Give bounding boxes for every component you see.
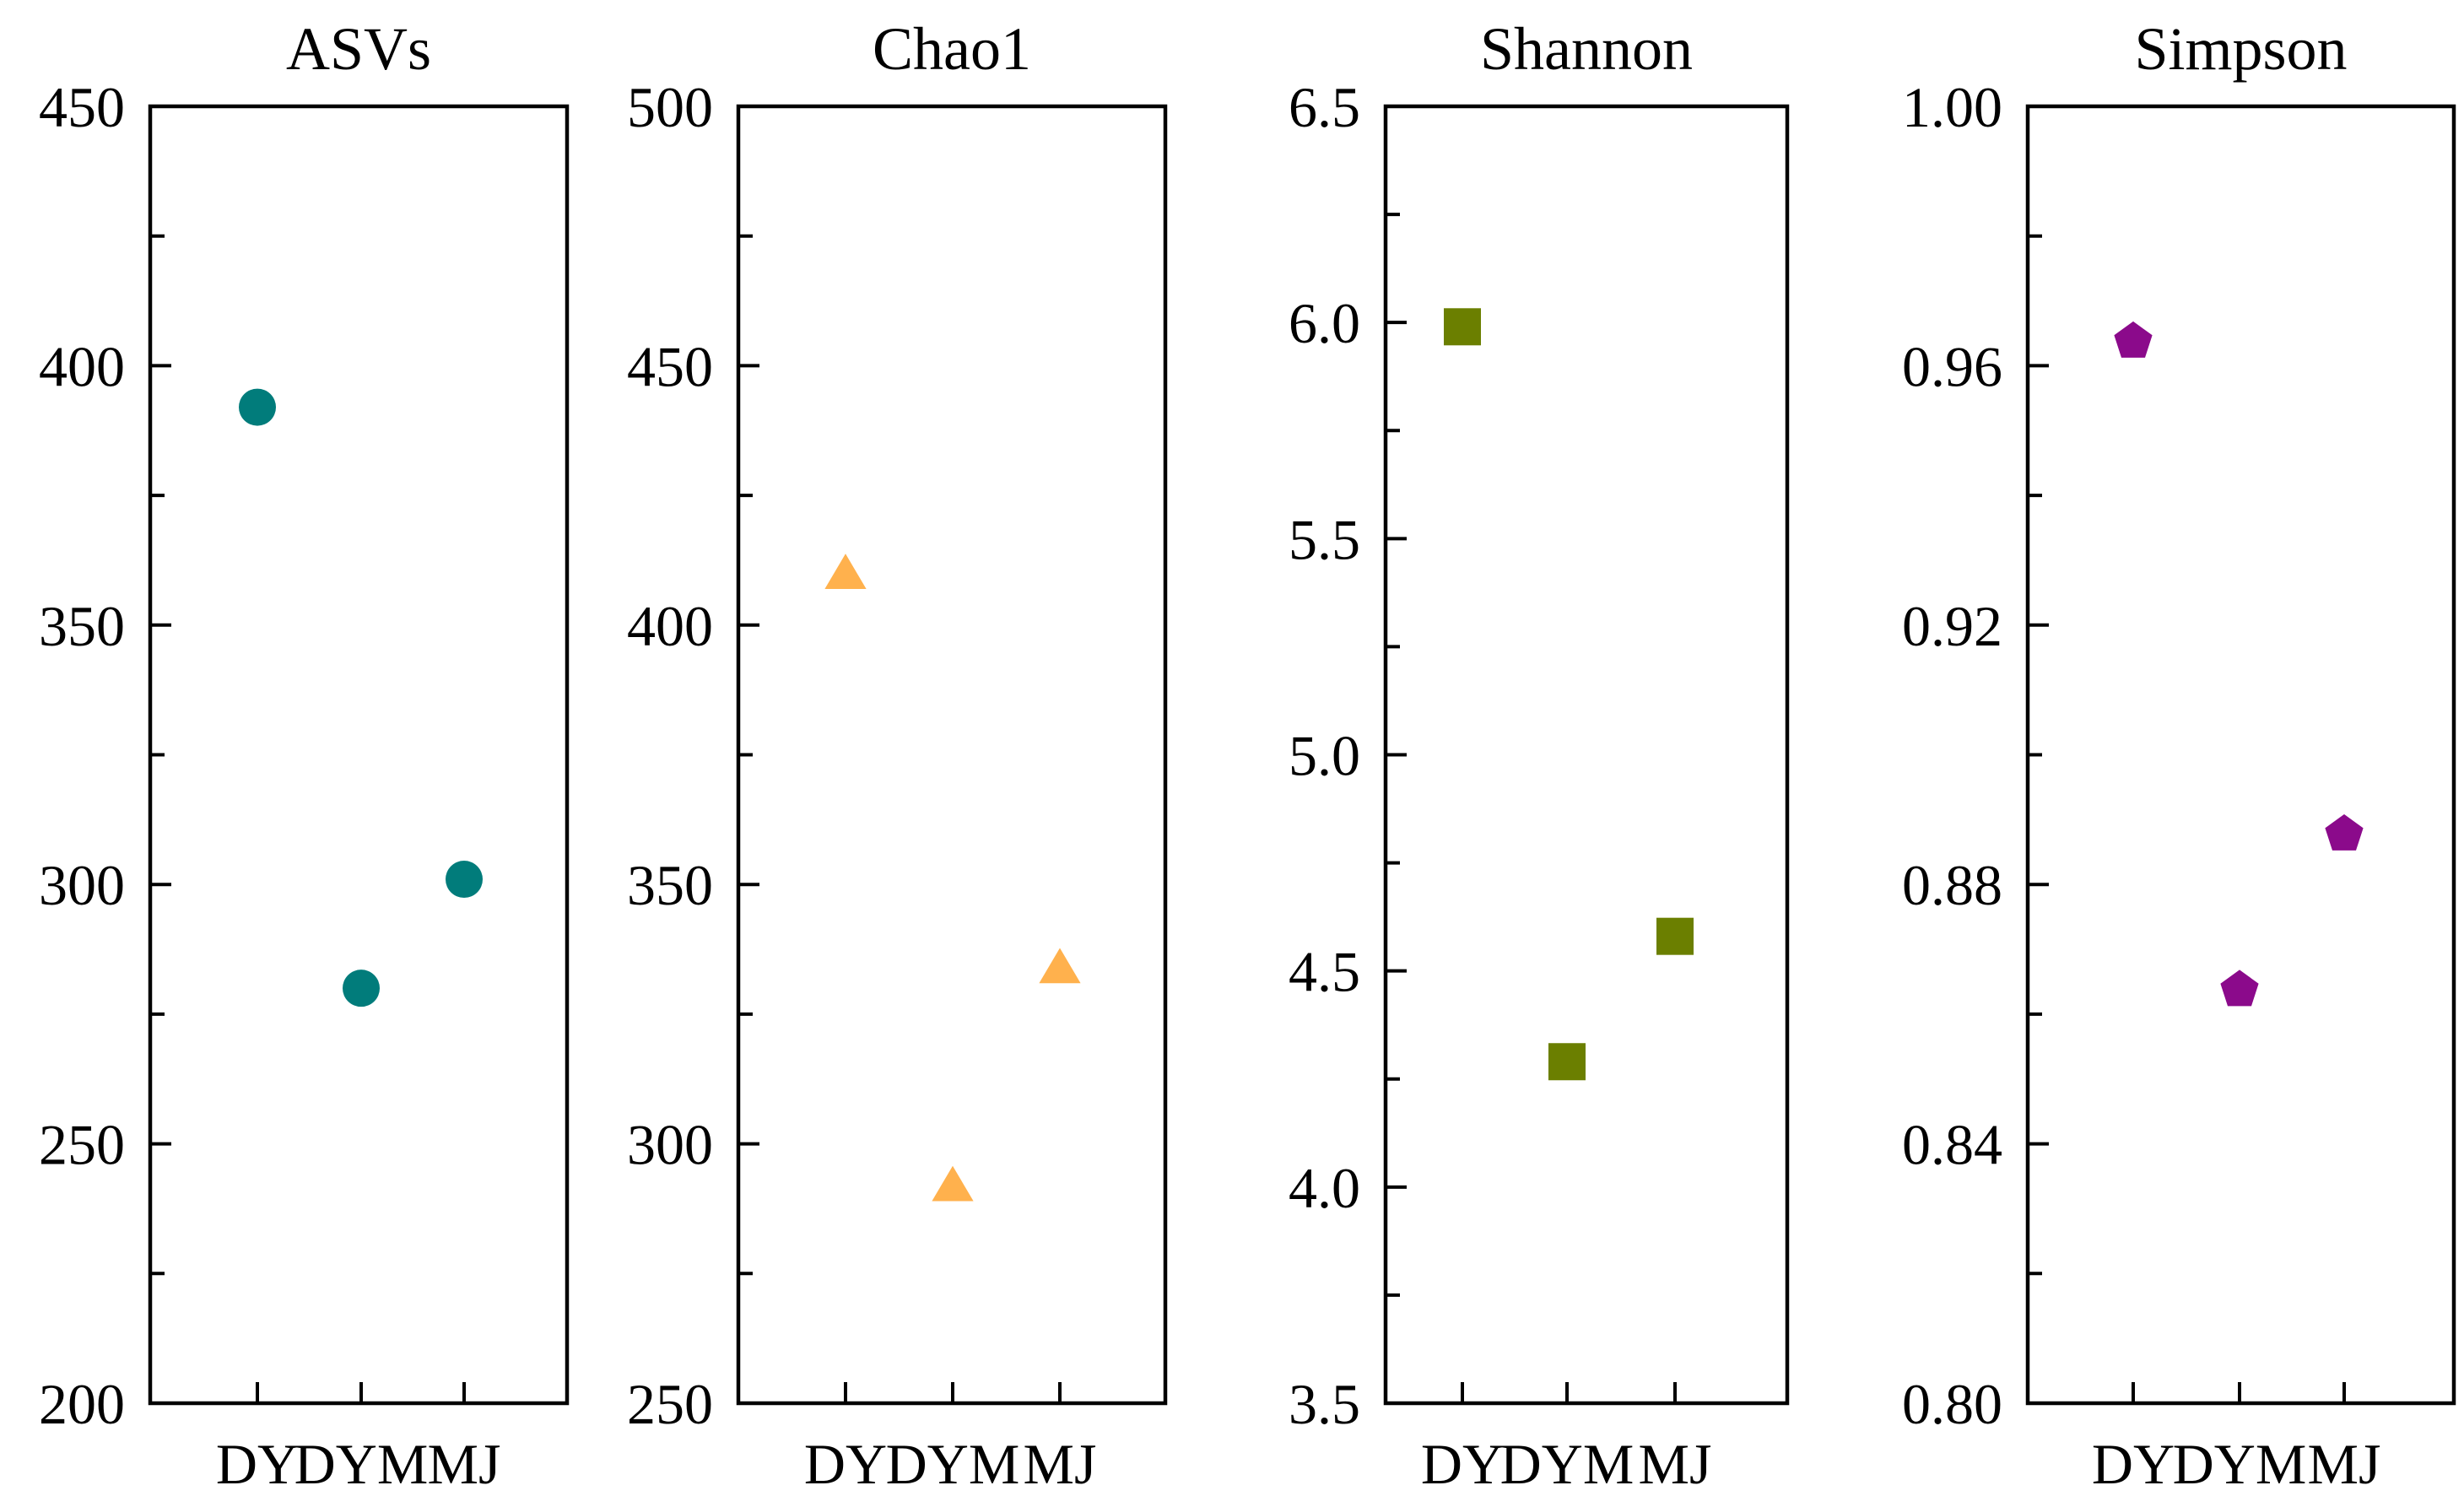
x-category-label: MJ (1024, 1432, 1097, 1496)
x-category-label: DYM (1500, 1432, 1635, 1496)
plot-frame (736, 104, 1168, 1406)
panel-title: Simpson (2134, 15, 2347, 83)
y-tick-label: 400 (39, 334, 125, 398)
data-point-dym (932, 1165, 974, 1202)
data-point-dy (239, 388, 276, 426)
y-tick-label: 350 (627, 853, 713, 917)
y-tick-label: 0.80 (1902, 1372, 2002, 1436)
y-tick-label: 0.84 (1902, 1113, 2002, 1177)
y-tick-label: 250 (39, 1113, 125, 1177)
data-point-dym (2220, 970, 2259, 1007)
panel-title: Chao1 (873, 15, 1031, 83)
y-tick-label: 500 (627, 75, 713, 139)
x-category-label: DY (216, 1432, 299, 1496)
x-category-label: DY (2092, 1432, 2175, 1496)
y-tick-label: 0.96 (1902, 334, 2002, 398)
panel-title: ASVs (286, 15, 431, 83)
x-category-label: DYM (294, 1432, 429, 1496)
data-point-mj (446, 861, 483, 899)
data-point-mj (2325, 814, 2364, 851)
x-category-label: MJ (1639, 1432, 1712, 1496)
y-tick-label: 0.88 (1902, 853, 2002, 917)
y-tick-label: 5.0 (1289, 724, 1360, 788)
data-point-dy (2114, 321, 2153, 358)
y-tick-label: 400 (627, 594, 713, 658)
x-category-label: DY (804, 1432, 887, 1496)
plot-frame (148, 104, 570, 1406)
x-category-label: MJ (2308, 1432, 2381, 1496)
y-tick-label: 4.0 (1289, 1156, 1360, 1220)
panel-title: Shannon (1480, 15, 1693, 83)
data-point-mj (1656, 917, 1694, 955)
x-category-label: MJ (428, 1432, 501, 1496)
y-tick-label: 250 (627, 1372, 713, 1436)
y-tick-label: 350 (39, 594, 125, 658)
y-tick-label: 5.5 (1289, 507, 1360, 571)
y-tick-label: 450 (39, 75, 125, 139)
x-category-label: DY (1421, 1432, 1504, 1496)
data-point-dym (1548, 1043, 1586, 1081)
y-tick-label: 1.00 (1902, 75, 2002, 139)
y-tick-label: 3.5 (1289, 1372, 1360, 1436)
data-point-dy (824, 554, 867, 589)
x-category-label: DYM (2173, 1432, 2307, 1496)
plot-frame (1383, 104, 1790, 1406)
data-point-dym (343, 970, 380, 1007)
x-category-label: DYM (886, 1432, 1020, 1496)
data-point-dy (1444, 308, 1481, 346)
y-tick-label: 6.5 (1289, 75, 1360, 139)
y-tick-label: 0.92 (1902, 594, 2002, 658)
y-tick-label: 4.5 (1289, 940, 1360, 1004)
y-tick-label: 300 (627, 1113, 713, 1177)
y-tick-label: 300 (39, 853, 125, 917)
y-tick-label: 200 (39, 1372, 125, 1436)
y-tick-label: 450 (627, 334, 713, 398)
y-tick-label: 6.0 (1289, 291, 1360, 355)
data-point-mj (1039, 948, 1081, 984)
plot-frame (2025, 104, 2456, 1406)
